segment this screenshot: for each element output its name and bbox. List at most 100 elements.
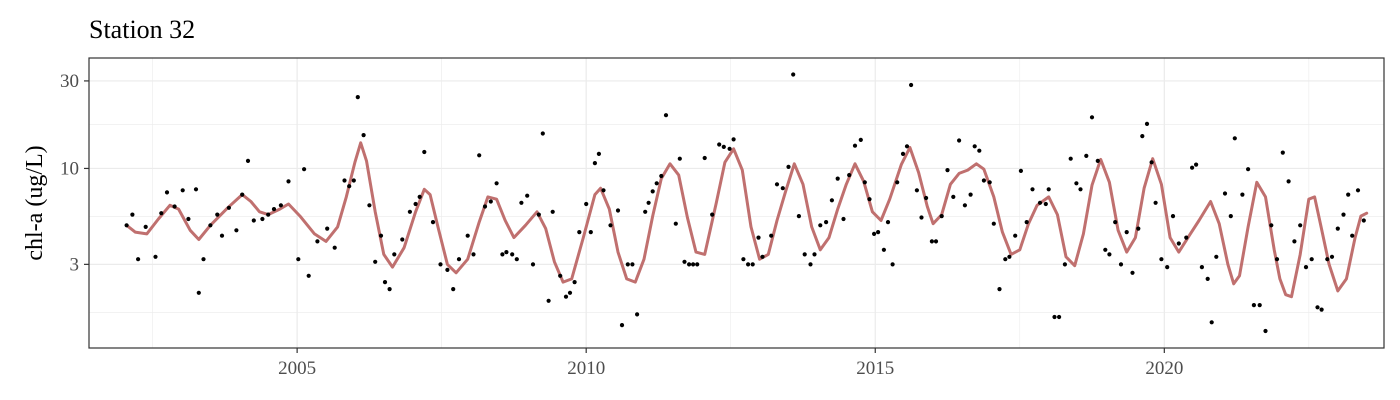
- data-point: [1130, 270, 1135, 275]
- data-point: [417, 194, 422, 199]
- data-point: [977, 148, 982, 153]
- data-point: [1165, 265, 1170, 270]
- data-point: [791, 72, 796, 77]
- data-point: [540, 131, 545, 136]
- data-point: [1292, 239, 1297, 244]
- data-point: [1199, 265, 1204, 270]
- data-point: [572, 280, 577, 285]
- y-tick-label: 30: [60, 71, 79, 92]
- data-point: [164, 190, 170, 195]
- x-tick-label: 2015: [856, 358, 894, 379]
- data-point: [802, 252, 807, 257]
- data-point: [193, 187, 199, 192]
- data-point: [422, 149, 427, 155]
- data-point: [588, 230, 593, 235]
- data-point: [885, 220, 891, 225]
- data-point: [1107, 252, 1112, 257]
- data-point: [488, 199, 493, 204]
- data-point: [991, 221, 996, 226]
- data-point: [924, 195, 929, 201]
- data-point: [387, 287, 392, 292]
- data-point: [306, 273, 311, 278]
- data-point: [1194, 162, 1199, 167]
- data-point: [1319, 307, 1324, 312]
- data-point: [1003, 257, 1008, 262]
- data-point: [1240, 192, 1245, 197]
- data-point: [727, 146, 732, 151]
- data-point: [373, 259, 378, 264]
- data-point: [1074, 181, 1079, 186]
- data-point: [635, 312, 640, 317]
- y-axis: 3 10 30: [60, 71, 89, 275]
- data-point: [342, 178, 347, 183]
- data-point: [208, 223, 213, 228]
- data-point: [1030, 187, 1035, 192]
- data-point: [1190, 165, 1195, 170]
- data-point: [413, 201, 418, 207]
- data-point: [721, 144, 726, 149]
- data-point: [482, 204, 488, 209]
- data-point: [567, 290, 573, 295]
- data-point: [1361, 218, 1366, 223]
- data-point: [407, 209, 412, 214]
- data-point: [962, 203, 968, 208]
- data-point: [1118, 262, 1124, 267]
- data-point: [769, 233, 774, 238]
- data-point: [1329, 254, 1335, 259]
- data-point: [302, 167, 307, 172]
- data-point: [625, 262, 630, 267]
- data-point: [201, 257, 206, 262]
- data-point: [682, 259, 687, 264]
- data-point: [951, 194, 956, 199]
- data-point: [646, 200, 651, 205]
- data-point: [271, 207, 277, 212]
- data-point: [858, 137, 863, 142]
- data-point: [663, 113, 669, 118]
- data-point: [987, 180, 992, 185]
- data-point: [451, 287, 456, 292]
- data-point: [1350, 233, 1355, 238]
- data-point: [1037, 200, 1043, 205]
- data-point: [847, 173, 852, 178]
- data-point: [1205, 276, 1210, 281]
- data-point: [933, 239, 939, 244]
- y-tick-label: 3: [70, 254, 80, 275]
- data-point: [525, 193, 530, 198]
- data-point: [1269, 223, 1274, 228]
- trend-series: [125, 141, 1369, 299]
- data-point: [347, 184, 352, 189]
- data-point: [750, 262, 755, 267]
- data-point: [143, 224, 148, 229]
- data-point: [1113, 220, 1118, 225]
- data-point: [608, 223, 613, 228]
- data-point: [546, 298, 551, 303]
- data-point: [563, 294, 569, 299]
- data-point: [1103, 247, 1108, 252]
- data-point: [780, 186, 785, 191]
- data-point: [596, 151, 602, 156]
- data-point: [400, 237, 405, 242]
- data-point: [245, 158, 251, 163]
- data-point: [812, 252, 817, 257]
- data-point: [592, 161, 598, 166]
- data-point: [180, 188, 185, 193]
- data-point: [240, 192, 245, 197]
- data-point: [1222, 191, 1228, 196]
- data-point: [519, 200, 524, 205]
- data-point: [278, 203, 283, 208]
- data-point: [382, 280, 388, 285]
- data-point: [909, 82, 914, 88]
- data-point: [219, 233, 225, 238]
- data-point: [939, 214, 944, 219]
- data-point: [786, 164, 791, 169]
- data-point: [251, 218, 256, 223]
- data-point: [186, 216, 191, 222]
- data-point: [1325, 257, 1330, 262]
- data-point: [530, 262, 536, 267]
- data-point: [1068, 156, 1073, 161]
- data-point: [1078, 187, 1083, 192]
- data-point: [1124, 230, 1129, 235]
- data-point: [1062, 262, 1067, 267]
- data-point: [1018, 168, 1024, 173]
- data-point: [266, 212, 271, 217]
